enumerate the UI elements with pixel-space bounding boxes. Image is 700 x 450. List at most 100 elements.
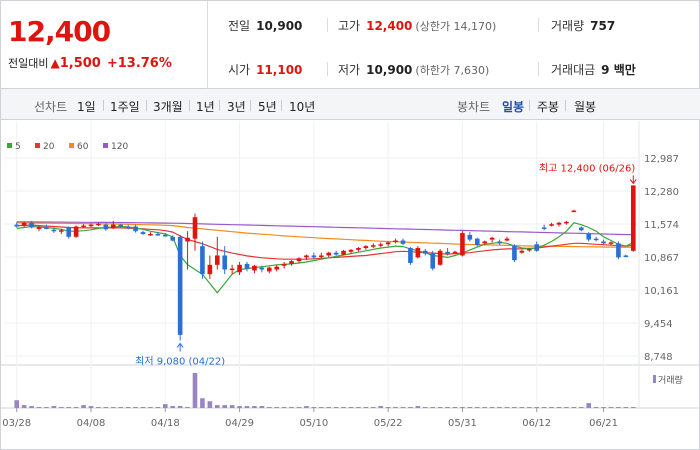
open-price: 시가 11,100 (228, 61, 302, 78)
candle-daily[interactable]: 일봉 (502, 100, 525, 114)
x-tick-label: 04/18 (151, 418, 180, 429)
candle-body (608, 242, 614, 244)
candle-weekly[interactable]: 주봉 (537, 100, 560, 114)
volume-bar (393, 407, 398, 408)
volume-bar (512, 407, 517, 408)
high-arrow-head (629, 179, 637, 185)
candle-body (512, 246, 517, 261)
period-3y[interactable]: 3년 (227, 100, 246, 114)
period-1w[interactable]: 1주일 (110, 100, 140, 114)
candle-body (177, 236, 183, 335)
volume-bar (460, 407, 465, 408)
legend-swatch (35, 143, 40, 148)
candle-body (378, 244, 384, 246)
volume-bar (556, 407, 562, 408)
x-tick-label: 04/29 (225, 418, 254, 429)
candle-body (370, 245, 376, 247)
divider (103, 100, 104, 111)
up-triangle-icon: ▲ (50, 56, 60, 70)
candle-body (229, 268, 235, 271)
volume-bar (96, 407, 101, 408)
lower-limit: (하한가 7,630) (415, 64, 490, 77)
period-1y[interactable]: 1년 (196, 100, 215, 114)
volume-bar (185, 407, 190, 408)
candle-body (170, 236, 176, 241)
candle-body (616, 243, 621, 258)
candle-body (489, 237, 495, 240)
candle-body (140, 232, 146, 234)
x-tick-label: 03/28 (2, 418, 31, 429)
divider (189, 100, 190, 111)
ma20-line (16, 224, 634, 260)
divider (219, 100, 220, 111)
trade-amount: 거래대금 9 백만 (551, 61, 636, 78)
candle-body (348, 249, 354, 252)
low-price: 저가 10,900 (하한가 7,630) (338, 61, 489, 78)
legend-label: 120 (111, 142, 128, 152)
period-5y[interactable]: 5년 (258, 100, 277, 114)
candle-body (214, 255, 220, 265)
volume-bar (207, 401, 213, 408)
low-value: 10,900 (366, 63, 413, 77)
volume-bar (422, 407, 428, 408)
divider (281, 100, 282, 111)
candle-body (526, 248, 532, 251)
volume-bar (266, 407, 272, 408)
low-annotation: 최저 9,080 (04/22) (135, 355, 225, 367)
volume-bar (601, 407, 606, 408)
candle-body (356, 248, 361, 250)
candle-body (103, 224, 109, 230)
candle-body (51, 229, 57, 232)
candle-chart-label: 봉차트 (457, 100, 491, 114)
candle-body (571, 210, 577, 213)
volume-bar (326, 407, 332, 408)
candle-body (385, 242, 391, 245)
volume-bar (140, 407, 146, 408)
candle-body (81, 225, 86, 228)
candle-body (259, 267, 265, 270)
x-tick-label: 05/22 (374, 418, 403, 429)
period-10y[interactable]: 10년 (289, 100, 316, 114)
candle-body (363, 246, 369, 249)
change-row: 전일대비 ▲1,500 +13.76% (8, 55, 172, 71)
quote-info-panel: 12,400 전일대비 ▲1,500 +13.76% 전일 10,900 고가 12,4… (1, 1, 700, 89)
candle-body (534, 244, 540, 251)
volume-bar (497, 407, 502, 408)
upper-limit: (상한가 14,170) (415, 20, 497, 33)
candle-body (21, 222, 27, 226)
candle-body (155, 233, 161, 236)
volume-bar (504, 407, 510, 408)
volume-value: 757 (590, 19, 616, 33)
x-tick-label: 06/12 (522, 418, 551, 429)
divider (327, 18, 328, 32)
volume-bar (274, 407, 280, 408)
volume-bar (348, 407, 354, 408)
volume-bar (534, 407, 540, 408)
volume-bar (437, 407, 443, 408)
volume-bar (229, 405, 235, 408)
divider (529, 100, 530, 111)
period-3m[interactable]: 3개월 (153, 100, 183, 114)
volume-bar (370, 407, 376, 408)
high-value: 12,400 (366, 19, 413, 33)
candle-body (601, 241, 606, 244)
volume-bar (155, 407, 161, 408)
candle-monthly[interactable]: 월봉 (574, 100, 597, 114)
candle-body (66, 227, 72, 237)
candle-body (311, 255, 317, 258)
candle-body (266, 267, 272, 272)
volume-bar (103, 407, 109, 408)
y-tick-label: 9,454 (644, 319, 673, 330)
candle-body (148, 233, 153, 236)
candle-body (207, 264, 213, 275)
period-1d[interactable]: 1일 (77, 100, 96, 114)
volume-bar (549, 407, 554, 408)
prev-close-label: 전일 (228, 19, 251, 33)
volume-bar (177, 406, 183, 408)
volume-bar (296, 407, 302, 408)
low-arrow-head (176, 342, 184, 348)
candle-body (88, 224, 94, 227)
candle-body (14, 224, 20, 227)
volume-bar (341, 407, 346, 408)
